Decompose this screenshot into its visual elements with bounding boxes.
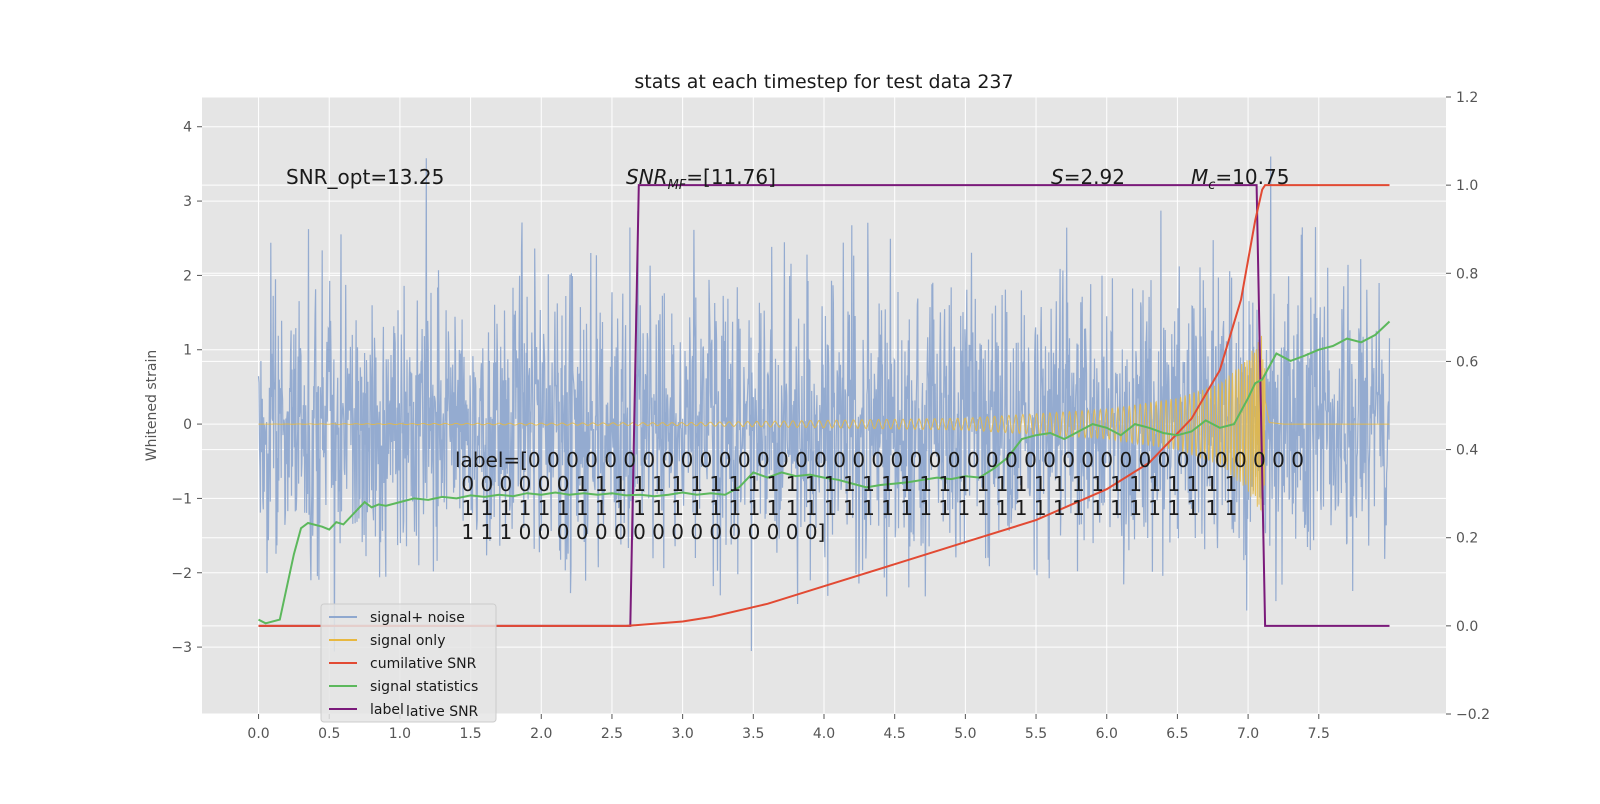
y2-tick-label: 0.4 [1456,443,1478,459]
y-tick-label: −3 [171,640,192,656]
y2-tick-label: 1.2 [1456,90,1478,106]
mc-subscript: c [1208,178,1215,193]
x-tick-label: 6.0 [1096,726,1118,742]
legend-label-signal-noise: signal+ noise [370,610,465,626]
y-tick-label: −2 [171,566,192,582]
legend-box [320,603,497,723]
snr-mf-value: =[11.76] [686,165,776,189]
y-tick-label: 4 [183,120,192,136]
x-tick-label: 3.0 [672,726,694,742]
y2-tick-label: 0.0 [1456,619,1478,635]
snr-mf-symbol: SNR [626,165,668,189]
x-tick-label: 2.0 [530,726,552,742]
s-value: =2.92 [1064,165,1125,189]
mc-symbol: M [1191,165,1208,189]
label-annotation-line-1: label=[0 0 0 0 0 0 0 0 0 0 0 0 0 0 0 0 0… [455,448,1304,472]
annotation-snr-mf: SNRMF=[11.76] [626,165,776,193]
series-signal-only [258,335,1390,512]
signal-only-line [258,335,1390,512]
x-tick-label: 7.0 [1237,726,1259,742]
x-tick-label: 7.5 [1308,726,1330,742]
mc-value: =10.75 [1215,165,1289,189]
series-signal-noise [257,156,1391,652]
y2-tick-label: 1.0 [1456,178,1478,194]
annotation-mc: Mc=10.75 [1191,165,1289,193]
legend-label-signal-only: signal only [370,633,445,649]
legend-label-label: label [370,702,404,718]
label-annotation-line-2: 0 0 0 0 0 0 1 1 1 1 1 1 1 1 1 1 1 1 1 1 … [455,472,1237,496]
legend-label-signal-statistics: signal statistics [370,679,478,695]
label-annotation-line-3: 1 1 1 1 1 1 1 1 1 1 1 1 1 1 1 1 1 1 1 1 … [455,496,1237,520]
snr-mf-subscript: MF [668,178,687,193]
cumulative-snr-line [258,184,1390,627]
y-tick-label: 2 [183,268,192,284]
y-tick-label: 0 [183,417,192,433]
legend-ghost-text: lative SNR [406,704,479,720]
annotation-s: S=2.92 [1051,165,1125,189]
y-tick-label: 3 [183,194,192,210]
signal-statistics-line [258,320,1391,625]
legend: lative SNR signal+ noise signal only cum… [320,603,497,723]
x-tick-label: 0.0 [247,726,269,742]
y-axis-label: Whitened strain [144,350,160,461]
signal-noise-line [257,156,1391,652]
x-tick-label: 5.0 [954,726,976,742]
annotation-snr-opt: SNR_opt=13.25 [286,165,444,189]
x-tick-label: 1.0 [389,726,411,742]
axis-ticks: 0.0 0.5 1.0 1.5 2.0 2.5 3.0 3.5 4.0 4.5 5.0 5.5 6.0 6… [171,90,1490,742]
y2-tick-label: −0.2 [1456,707,1490,723]
s-symbol: S [1051,165,1064,189]
label-annotation-line-4: 1 1 1 0 0 0 0 0 0 0 0 0 0 0 0 0 0 0 0] [455,520,825,544]
series-signal-statistics [258,320,1391,625]
x-tick-label: 0.5 [318,726,340,742]
y-tick-label: 1 [183,343,192,359]
y2-tick-label: 0.6 [1456,354,1478,370]
x-tick-label: 4.5 [884,726,906,742]
x-tick-label: 5.5 [1025,726,1047,742]
series-cumulative-snr [258,184,1390,627]
y2-tick-label: 0.8 [1456,266,1478,282]
legend-label-cumulative-snr: cumilative SNR [370,656,477,672]
x-tick-label: 4.0 [813,726,835,742]
chart-title: stats at each timestep for test data 237 [634,71,1013,93]
y-tick-label: −1 [171,491,192,507]
x-tick-label: 6.5 [1166,726,1188,742]
y2-tick-label: 0.2 [1456,531,1478,547]
x-tick-label: 2.5 [601,726,623,742]
x-tick-label: 3.5 [742,726,764,742]
x-tick-label: 1.5 [459,726,481,742]
